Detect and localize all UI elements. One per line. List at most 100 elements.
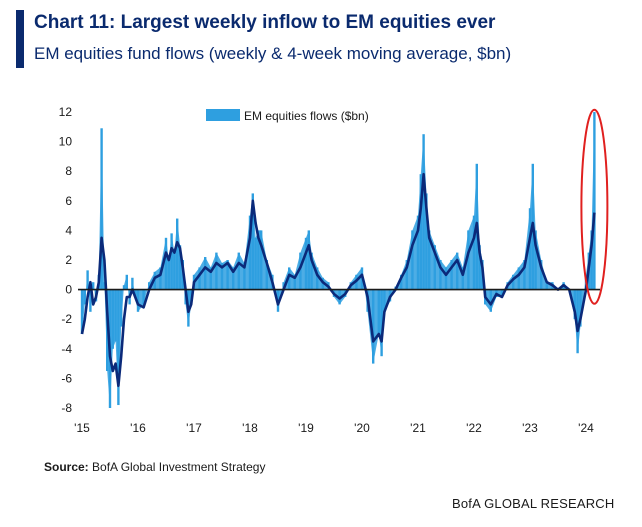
y-tick-label: 4 — [65, 223, 72, 237]
source-note: Source: BofA Global Investment Strategy — [44, 460, 265, 474]
flow-bar — [265, 260, 268, 290]
flow-bar — [439, 260, 442, 290]
flow-bar — [478, 245, 481, 290]
x-tick-label: '22 — [466, 421, 482, 435]
flow-bar — [310, 252, 313, 290]
flow-bar — [593, 112, 596, 290]
flow-bar — [545, 282, 548, 290]
moving-average-layer — [80, 172, 596, 388]
chart-title: Chart 11: Largest weekly inflow to EM eq… — [34, 12, 496, 33]
flow-bar — [316, 267, 319, 290]
flow-bar — [173, 252, 176, 290]
flow-bar — [288, 267, 291, 290]
flow-bar — [489, 289, 492, 312]
x-tick-label: '20 — [354, 421, 370, 435]
x-tick-label: '16 — [130, 421, 146, 435]
flow-bar — [148, 282, 151, 290]
title-accent-bar — [16, 10, 24, 68]
flow-bar — [125, 274, 128, 290]
flow-bar — [282, 282, 285, 290]
flow-bar — [100, 128, 103, 290]
flow-bar — [456, 252, 459, 290]
legend: EM equities flows ($bn) — [206, 109, 369, 123]
flow-bar — [444, 267, 448, 290]
flow-bar — [254, 237, 257, 290]
y-tick-label: 6 — [65, 194, 72, 208]
flow-bar — [411, 230, 414, 290]
chart-area: 12 10 8 6 4 2 0 -2 -4 -6 -8'15 '16 '17 '18 '19 '20 '21 '2… — [59, 105, 609, 435]
flow-bar — [220, 262, 224, 290]
flow-bar — [83, 289, 86, 305]
flow-bar — [257, 230, 260, 290]
flows-area — [82, 112, 595, 408]
highlight-ellipse — [580, 108, 609, 305]
flow-bar — [377, 289, 380, 334]
flow-bar — [383, 289, 386, 312]
flow-bar — [461, 267, 464, 290]
flow-bar — [416, 215, 420, 290]
flow-bar — [198, 267, 201, 290]
moving-average-line — [80, 172, 596, 388]
flow-bar — [523, 260, 526, 290]
flow-bar — [579, 289, 582, 327]
y-tick-label: 10 — [59, 135, 73, 149]
flow-bar — [467, 230, 470, 290]
flow-bar — [204, 257, 207, 290]
flow-bar — [237, 252, 240, 290]
flow-bar — [117, 289, 120, 406]
flow-bar — [425, 193, 428, 290]
y-tick-label: 0 — [65, 283, 72, 297]
x-tick-label: '23 — [522, 421, 538, 435]
flow-bar — [534, 230, 537, 290]
legend-label: EM equities flows ($bn) — [244, 109, 369, 123]
flow-bar — [92, 282, 95, 290]
brand-label: BofA GLOBAL RESEARCH — [452, 496, 615, 511]
y-tick-label: 12 — [59, 105, 73, 119]
x-tick-label: '24 — [578, 421, 594, 435]
flow-bar — [122, 285, 126, 290]
flow-bar — [422, 134, 425, 290]
flow-bar — [428, 230, 431, 290]
chart-subtitle: EM equities fund flows (weekly & 4-week … — [34, 44, 512, 63]
flow-bar — [114, 289, 117, 342]
flow-bar — [433, 245, 436, 290]
flow-bar — [372, 289, 375, 364]
x-tick-label: '19 — [298, 421, 314, 435]
flow-bar — [103, 282, 106, 290]
flow-bar — [248, 215, 252, 290]
flow-bar — [419, 174, 422, 290]
flow-bar — [111, 289, 114, 349]
flow-bar — [260, 230, 263, 290]
flow-bar — [164, 237, 168, 290]
axis-layer: 12 10 8 6 4 2 0 -2 -4 -6 -8'15 '16 '17 '18 '19 '20 '21 '2… — [59, 105, 600, 435]
flow-bar — [226, 260, 229, 290]
y-tick-label: -6 — [61, 371, 72, 385]
y-tick-label: 8 — [65, 164, 72, 178]
flow-bar — [159, 267, 162, 290]
x-tick-label: '15 — [74, 421, 90, 435]
flow-bar — [136, 289, 140, 312]
flow-bar — [170, 233, 173, 290]
flow-bar — [209, 267, 212, 290]
flow-bar — [576, 289, 579, 354]
flow-bar — [304, 237, 308, 290]
flow-bar — [405, 260, 408, 290]
flow-bar — [528, 208, 532, 290]
flow-bar — [307, 230, 310, 290]
flow-bar — [178, 245, 182, 290]
flow-bar — [299, 252, 302, 290]
source-label: Source: — [44, 460, 89, 474]
flow-bar — [243, 262, 246, 290]
y-tick-label: -8 — [61, 401, 72, 415]
flow-bar — [251, 193, 254, 290]
flow-bar — [400, 274, 403, 290]
flow-bar — [380, 289, 383, 357]
flow-bar — [215, 252, 218, 290]
flow-bar — [176, 218, 179, 290]
flow-bar — [131, 277, 134, 290]
legend-swatch — [206, 109, 240, 121]
flow-bar — [142, 289, 145, 305]
y-tick-label: 2 — [65, 253, 72, 267]
flow-bar — [167, 260, 170, 290]
y-tick-label: -2 — [61, 312, 72, 326]
